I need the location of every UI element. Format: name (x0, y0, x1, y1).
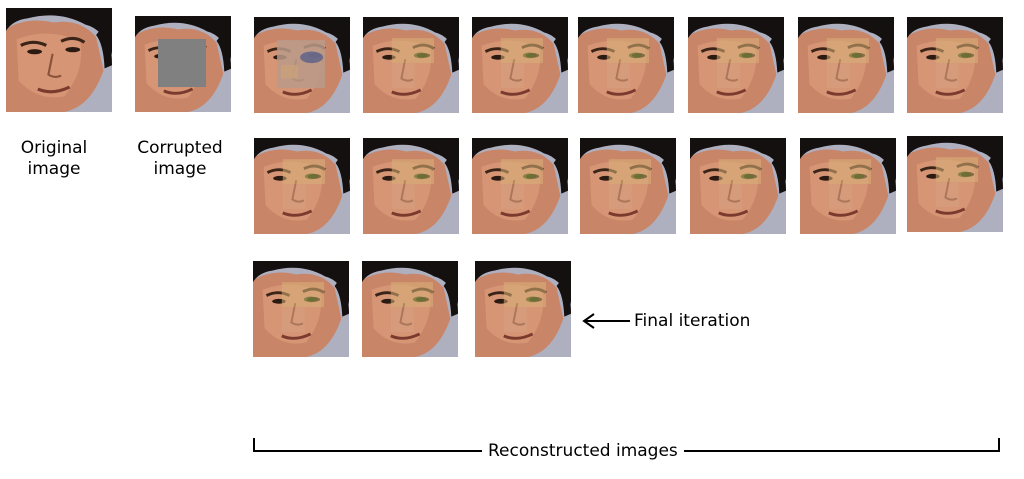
reconstructed-image (800, 138, 896, 234)
corrupted-image (135, 16, 231, 112)
reconstructed-image (907, 136, 1003, 232)
reconstructed-image (472, 17, 568, 113)
reconstructed-image (688, 17, 784, 113)
original-caption-line-1: Original (20, 138, 88, 158)
reconstructed-image (363, 17, 459, 113)
reconstructed-image (798, 17, 894, 113)
reconstructed-image (254, 17, 350, 113)
original-image-caption: Original image (4, 138, 104, 180)
reconstructed-image (580, 138, 676, 234)
reconstructed-image (362, 261, 458, 357)
reconstructed-images-label: Reconstructed images (482, 441, 684, 462)
original-caption-line-2: image (27, 159, 81, 179)
original-image (6, 8, 112, 112)
reconstructed-image (254, 138, 350, 234)
reconstructed-image (690, 138, 786, 234)
corrupted-image-caption: Corrupted image (128, 138, 232, 180)
reconstructed-image (253, 261, 349, 357)
corrupted-caption-line-1: Corrupted (137, 138, 223, 158)
reconstructed-image (363, 138, 459, 234)
reconstructed-image (578, 17, 674, 113)
reconstructed-image (907, 17, 1003, 113)
final-reconstructed-image (475, 261, 571, 357)
reconstructed-image (472, 138, 568, 234)
left-arrow-icon (582, 313, 630, 329)
corrupted-caption-line-2: image (153, 159, 207, 179)
final-iteration-label: Final iteration (634, 311, 751, 331)
